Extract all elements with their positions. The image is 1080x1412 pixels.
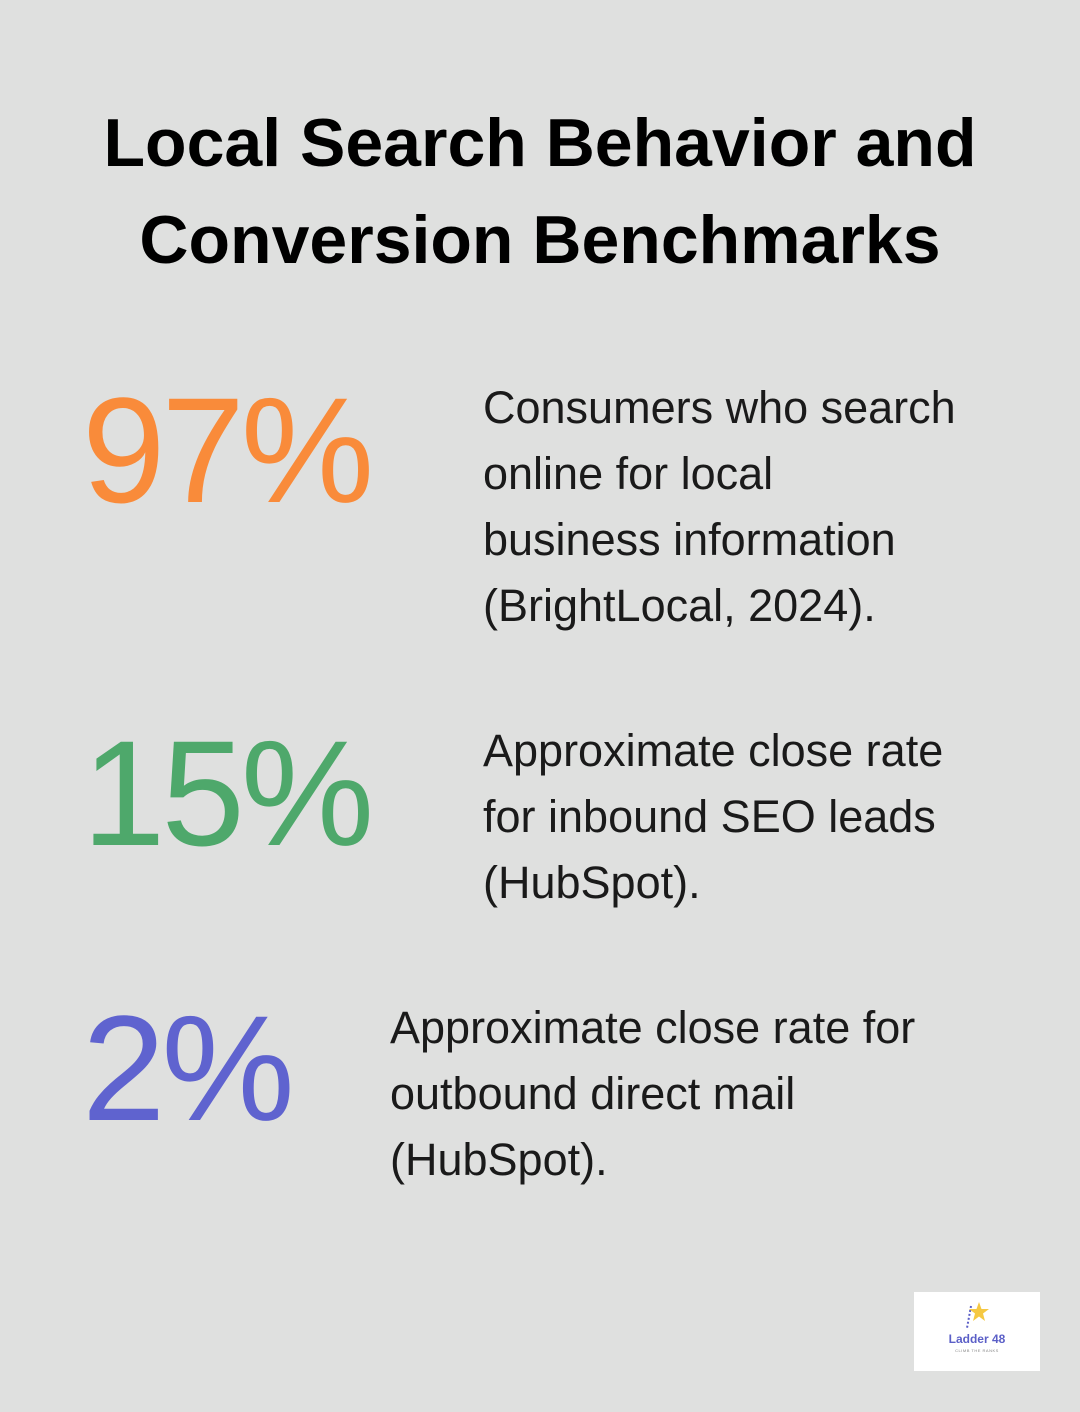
stat-description: Approximate close rate for outbound direc…: [390, 995, 915, 1193]
stat-value: 2%: [82, 984, 295, 1152]
logo-name: Ladder 48: [948, 1332, 1006, 1346]
description-line: Approximate close rate for: [390, 1002, 916, 1053]
description-line: business information: [483, 514, 896, 565]
logo-tagline: CLIMB THE RANKS: [955, 1348, 999, 1353]
description-line: for inbound SEO leads: [483, 791, 936, 842]
title: Local Search Behavior and Conversion Benc…: [0, 95, 1080, 289]
title-line: Conversion Benchmarks: [139, 202, 941, 278]
description-line: outbound direct mail: [390, 1068, 796, 1119]
stat-description: Approximate close rate for inbound SEO le…: [483, 718, 943, 916]
description-line: Approximate close rate: [483, 725, 944, 776]
description-line: (HubSpot).: [483, 857, 701, 908]
description-line: (HubSpot).: [390, 1134, 608, 1185]
stat-value: 15%: [82, 709, 374, 877]
stat-description: Consumers who search online for local busi…: [483, 375, 956, 639]
description-line: Consumers who search: [483, 382, 956, 433]
description-line: online for local: [483, 448, 774, 499]
logo-icon: [966, 1302, 989, 1329]
title-line: Local Search Behavior and: [103, 105, 977, 181]
logo: Ladder 48 CLIMB THE RANKS: [914, 1292, 1040, 1371]
description-line: (BrightLocal, 2024).: [483, 580, 876, 631]
stat-value: 97%: [82, 366, 374, 534]
